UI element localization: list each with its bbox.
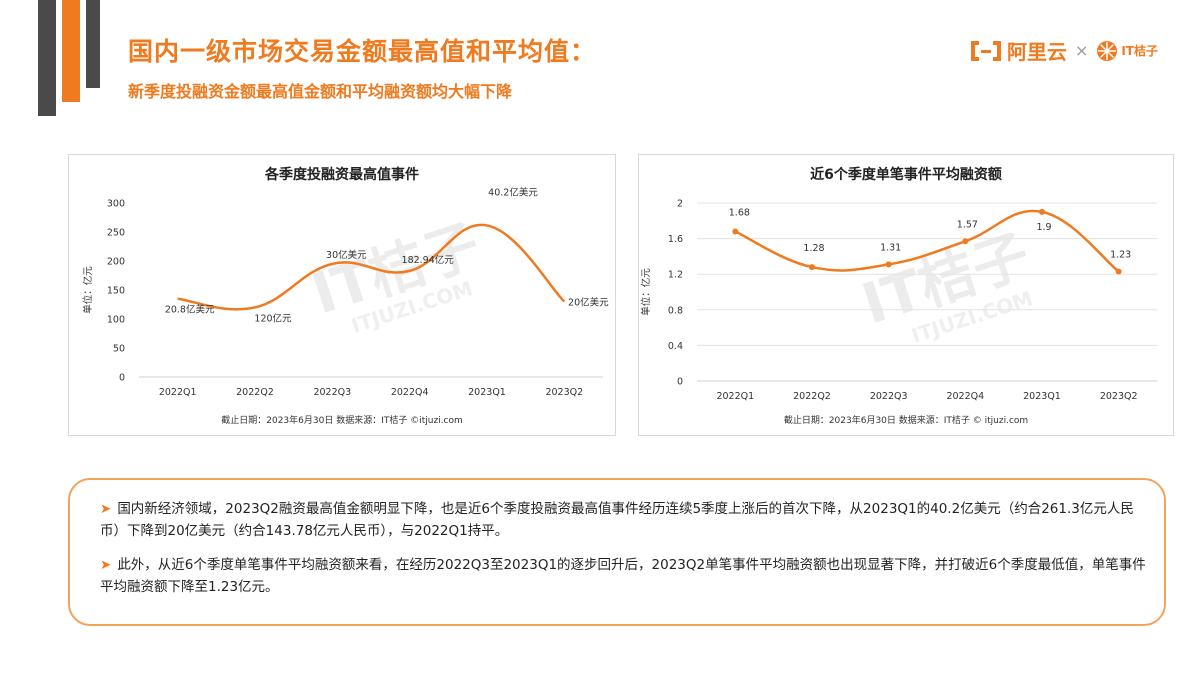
y-tick-label: 100 xyxy=(107,315,125,326)
chart-footer: 截止日期：2023年6月30日 数据来源：IT桔子 © itjuzi.com xyxy=(784,414,1028,426)
logo-separator: × xyxy=(1074,41,1089,60)
chart-footer: 截止日期：2023年6月30日 数据来源：IT桔子 ©itjuzi.com xyxy=(221,414,463,426)
x-tick-label: 2022Q2 xyxy=(793,391,831,402)
data-label: 40.2亿美元 xyxy=(488,186,538,198)
x-tick-label: 2023Q2 xyxy=(1100,391,1138,402)
data-label: 1.68 xyxy=(729,207,750,218)
y-tick-label: 0 xyxy=(677,377,683,388)
y-tick-label: 1.2 xyxy=(668,270,683,281)
y-axis-label: 单位：亿元 xyxy=(640,268,652,316)
y-axis-label: 单位：亿元 xyxy=(82,266,94,314)
data-point xyxy=(962,238,969,245)
logo-group: 阿里云 × IT桔子 xyxy=(969,36,1158,65)
x-tick-label: 2022Q4 xyxy=(391,387,429,398)
decor-bar-dark xyxy=(38,0,56,116)
summary-bullet-1-text: 国内新经济领域，2023Q2融资最高值金额明显下降，也是近6个季度投融资最高值事… xyxy=(100,501,1134,539)
data-label: 1.9 xyxy=(1036,222,1051,233)
x-tick-label: 2022Q3 xyxy=(313,387,351,398)
aliyun-logo: 阿里云 xyxy=(969,36,1067,65)
data-label: 182.94亿元 xyxy=(402,254,455,266)
data-point xyxy=(1039,208,1045,215)
data-point xyxy=(885,261,892,268)
data-label: 20亿美元 xyxy=(568,297,609,309)
x-tick-label: 2022Q1 xyxy=(716,391,754,402)
data-label: 1.28 xyxy=(803,243,824,254)
y-tick-label: 250 xyxy=(107,228,125,239)
series-line xyxy=(734,209,1120,273)
decor-bar-dark-thin xyxy=(86,0,100,88)
chart-right-svg: 近6个季度单笔事件平均融资额 0 0.4 0.8 1.2 1.6 2 单位：亿元 2022Q1 2… xyxy=(640,166,1157,426)
decor-bar-orange xyxy=(62,0,80,102)
y-tick-label: 200 xyxy=(107,257,125,268)
data-point xyxy=(1115,268,1122,275)
y-tick-label: 2 xyxy=(677,199,683,210)
x-tick-label: 2023Q1 xyxy=(1023,391,1061,402)
y-tick-label: 0.4 xyxy=(668,341,683,352)
data-label: 1.57 xyxy=(957,219,978,230)
data-label: 120亿元 xyxy=(254,312,292,324)
itjuzi-logo: IT桔子 xyxy=(1096,40,1158,62)
orange-slice-icon xyxy=(1097,40,1118,61)
data-label: 1.23 xyxy=(1110,250,1131,261)
aliyun-bracket-icon xyxy=(970,40,1001,61)
data-point xyxy=(732,228,739,235)
page-subtitle: 新季度投融资金额最高值金额和平均融资额均大幅下降 xyxy=(128,82,513,101)
x-tick-label: 2022Q2 xyxy=(236,387,274,398)
x-tick-label: 2023Q2 xyxy=(545,387,583,398)
summary-box: ➤ 国内新经济领域，2023Q2融资最高值金额明显下降，也是近6个季度投融资最高值… xyxy=(68,478,1166,626)
y-tick-label: 50 xyxy=(113,344,125,355)
bullet-arrow-icon: ➤ xyxy=(100,501,112,517)
chart-title: 近6个季度单笔事件平均融资额 xyxy=(810,166,1002,183)
aliyun-logo-text: 阿里云 xyxy=(1006,40,1067,64)
y-tick-label: 150 xyxy=(107,286,125,297)
x-tick-label: 2022Q3 xyxy=(870,391,908,402)
x-tick-label: 2022Q4 xyxy=(946,391,984,402)
y-tick-label: 1.6 xyxy=(668,234,683,245)
summary-bullet-2-text: 此外，从近6个季度单笔事件平均融资额来看，在经历2022Q3至2023Q1的逐步… xyxy=(100,557,1146,595)
chart-panel-right: IT桔子 ITJUZI.COM 近6个季度单笔事件平均融资额 0 0.4 0.8 1.2… xyxy=(638,154,1174,436)
chart-title: 各季度投融资最高值事件 xyxy=(264,166,419,183)
x-tick-label: 2022Q1 xyxy=(159,387,197,398)
bullet-arrow-icon: ➤ xyxy=(100,557,112,573)
summary-bullet-2: ➤ 此外，从近6个季度单笔事件平均融资额来看，在经历2022Q3至2023Q1的逐… xyxy=(100,554,1150,598)
summary-bullet-1: ➤ 国内新经济领域，2023Q2融资最高值金额明显下降，也是近6个季度投融资最高值… xyxy=(100,498,1150,542)
chart-left-svg: 各季度投融资最高值事件 0 50 100 150 200 250 300 单位：亿元 2022Q1… xyxy=(82,166,609,426)
x-tick-label: 2023Q1 xyxy=(468,387,506,398)
data-label: 1.31 xyxy=(880,242,901,253)
data-label: 30亿美元 xyxy=(326,249,367,261)
chart-panel-left: IT桔子 ITJUZI.COM 各季度投融资最高值事件 0 50 100 150 200 2… xyxy=(68,154,616,436)
data-point xyxy=(809,264,815,271)
data-label: 20.8亿美元 xyxy=(165,304,215,316)
page-title: 国内一级市场交易金额最高值和平均值： xyxy=(128,37,597,66)
y-tick-label: 0.8 xyxy=(668,305,683,316)
y-tick-label: 0 xyxy=(119,373,125,384)
y-tick-label: 300 xyxy=(107,199,125,210)
itjuzi-logo-text: IT桔子 xyxy=(1121,44,1158,58)
series-line xyxy=(177,223,566,311)
